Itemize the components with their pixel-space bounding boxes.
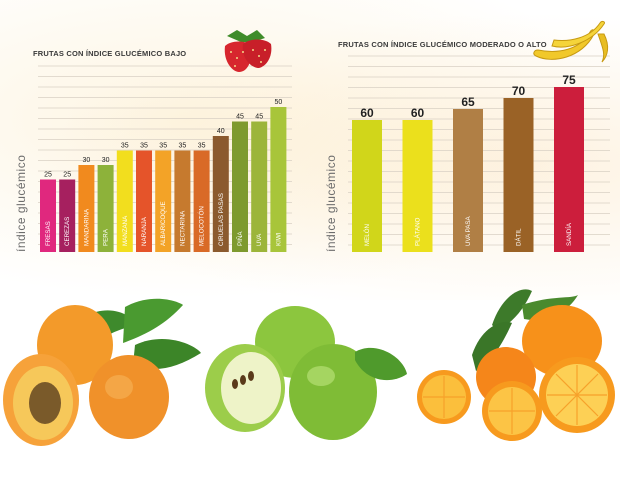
data-label: 70	[512, 84, 526, 98]
bar	[503, 98, 534, 252]
data-label: 75	[562, 73, 576, 87]
bar	[78, 165, 95, 252]
chart-title: FRUTAS CON ÍNDICE GLUCÉMICO BAJO	[33, 49, 187, 58]
bar	[270, 107, 287, 252]
banana-icon	[533, 20, 609, 63]
chart-low-gi: FRUTAS CON ÍNDICE GLUCÉMICO BAJO índice …	[0, 0, 310, 270]
category-label: UVA PASA	[465, 215, 472, 246]
chart-high-gi: FRUTAS CON ÍNDICE GLUCÉMICO MODERADO O A…	[310, 0, 620, 270]
bar	[402, 120, 433, 252]
category-label: CEREZAS	[64, 217, 71, 246]
bar	[212, 136, 229, 252]
category-label: MELÓN	[364, 224, 371, 246]
category-label: UVA	[256, 233, 263, 246]
data-label: 35	[140, 143, 148, 150]
bar	[232, 121, 248, 252]
category-label: NECTARINA	[179, 210, 186, 246]
category-label: DÁTIL	[516, 228, 523, 246]
data-label: 60	[360, 106, 374, 120]
data-label: 60	[411, 106, 425, 120]
data-label: 30	[102, 157, 110, 164]
category-label: NARANJA	[141, 216, 148, 246]
bar	[193, 150, 210, 252]
chart-title: FRUTAS CON ÍNDICE GLUCÉMICO MODERADO O A…	[338, 40, 547, 49]
category-label: ALBARICOQUE	[160, 201, 167, 246]
bar-chart-low: 25 FRESAS 25 CEREZAS 30 MANDARINA 30 PERA 35 MANZ…	[38, 65, 292, 252]
data-label: 65	[461, 95, 475, 109]
category-label: MELOCOTÓN	[199, 206, 206, 246]
category-label: MANDARINA	[83, 208, 90, 246]
bar	[40, 179, 56, 252]
bar	[554, 87, 584, 252]
strawberry-icon	[224, 30, 272, 72]
category-label: CIRUELAS PASAS	[218, 193, 225, 246]
data-label: 25	[44, 172, 52, 179]
data-label: 35	[198, 143, 206, 150]
green-apple-icon	[205, 306, 407, 440]
bar	[116, 150, 133, 252]
category-label: PLÁTANO	[415, 217, 422, 246]
data-label: 45	[236, 114, 244, 121]
data-label: 30	[83, 157, 91, 164]
data-label: 35	[121, 143, 129, 150]
bar	[251, 121, 268, 252]
bar	[155, 150, 172, 252]
orange-icon	[417, 289, 615, 441]
category-label: MANZANA	[122, 215, 129, 246]
data-label: 50	[275, 99, 283, 106]
category-label: PIÑA	[237, 231, 244, 246]
category-label: SANDÍA	[566, 222, 573, 246]
bar	[136, 150, 152, 252]
data-label: 40	[217, 128, 225, 135]
apricot-icon	[3, 298, 201, 446]
bar	[453, 109, 483, 252]
data-label: 45	[255, 114, 263, 121]
category-label: FRESAS	[45, 221, 52, 246]
bar	[352, 120, 382, 252]
category-label: PERA	[103, 228, 110, 246]
data-label: 35	[179, 143, 187, 150]
bar-chart-high: 60 MELÓN 60 PLÁTANO 65 UVA PASA 70 DÁTIL 75 SANDÍ…	[348, 55, 610, 252]
bar	[97, 165, 114, 252]
bar	[174, 150, 191, 252]
data-label: 25	[63, 172, 71, 179]
bar	[59, 179, 76, 252]
category-label: KIWI	[275, 232, 282, 246]
data-label: 35	[159, 143, 167, 150]
